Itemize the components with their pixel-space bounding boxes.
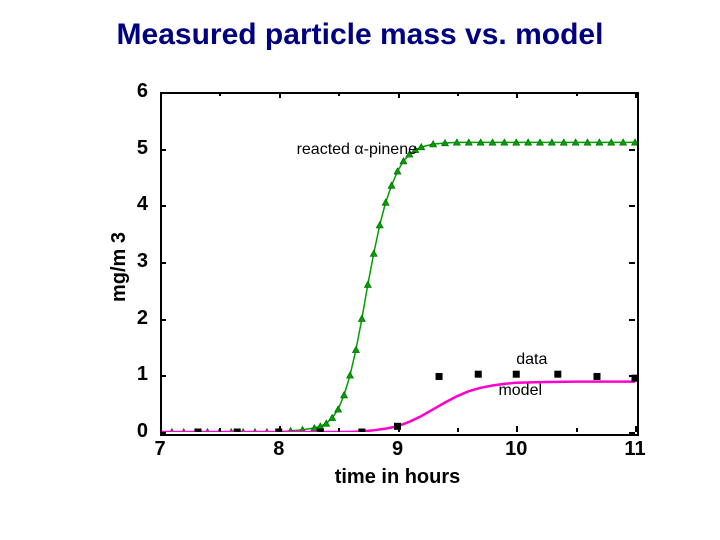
- x-tick-mark: [635, 92, 637, 98]
- x-tick-mark: [279, 426, 281, 432]
- y-tick-mark: [160, 205, 166, 207]
- chart-annotation: data: [516, 351, 547, 369]
- x-minor-tick-mark: [576, 428, 578, 432]
- x-tick-mark: [160, 426, 162, 432]
- x-axis-label: time in hours: [160, 466, 635, 489]
- x-tick-label: 9: [373, 438, 423, 461]
- y-tick-label: 4: [118, 193, 148, 216]
- x-minor-tick-mark: [338, 92, 340, 96]
- x-minor-tick-mark: [219, 92, 221, 96]
- y-tick-label: 2: [118, 307, 148, 330]
- y-tick-mark: [629, 149, 635, 151]
- x-minor-tick-mark: [457, 428, 459, 432]
- chart-annotation: model: [498, 382, 542, 400]
- x-minor-tick-mark: [219, 428, 221, 432]
- x-tick-mark: [279, 92, 281, 98]
- y-tick-mark: [160, 149, 166, 151]
- y-tick-label: 3: [118, 250, 148, 273]
- slide: Measured particle mass vs. model mg/m 3 …: [0, 0, 720, 540]
- x-tick-label: 8: [254, 438, 304, 461]
- y-tick-label: 1: [118, 363, 148, 386]
- x-minor-tick-mark: [576, 92, 578, 96]
- x-tick-label: 11: [610, 438, 660, 461]
- y-tick-mark: [629, 432, 635, 434]
- y-tick-mark: [160, 432, 166, 434]
- x-tick-label: 7: [135, 438, 185, 461]
- y-tick-mark: [629, 319, 635, 321]
- x-tick-mark: [516, 426, 518, 432]
- y-tick-label: 5: [118, 137, 148, 160]
- x-tick-mark: [635, 426, 637, 432]
- y-tick-mark: [160, 262, 166, 264]
- x-tick-mark: [160, 92, 162, 98]
- y-tick-label: 6: [118, 80, 148, 103]
- x-minor-tick-mark: [338, 428, 340, 432]
- y-tick-mark: [160, 375, 166, 377]
- y-tick-mark: [629, 375, 635, 377]
- x-tick-mark: [516, 92, 518, 98]
- y-tick-mark: [160, 319, 166, 321]
- x-minor-tick-mark: [457, 92, 459, 96]
- y-tick-mark: [629, 205, 635, 207]
- x-tick-mark: [398, 92, 400, 98]
- x-tick-label: 10: [491, 438, 541, 461]
- y-tick-mark: [629, 262, 635, 264]
- x-tick-mark: [398, 426, 400, 432]
- chart-annotation: reacted α-pinene: [297, 141, 417, 159]
